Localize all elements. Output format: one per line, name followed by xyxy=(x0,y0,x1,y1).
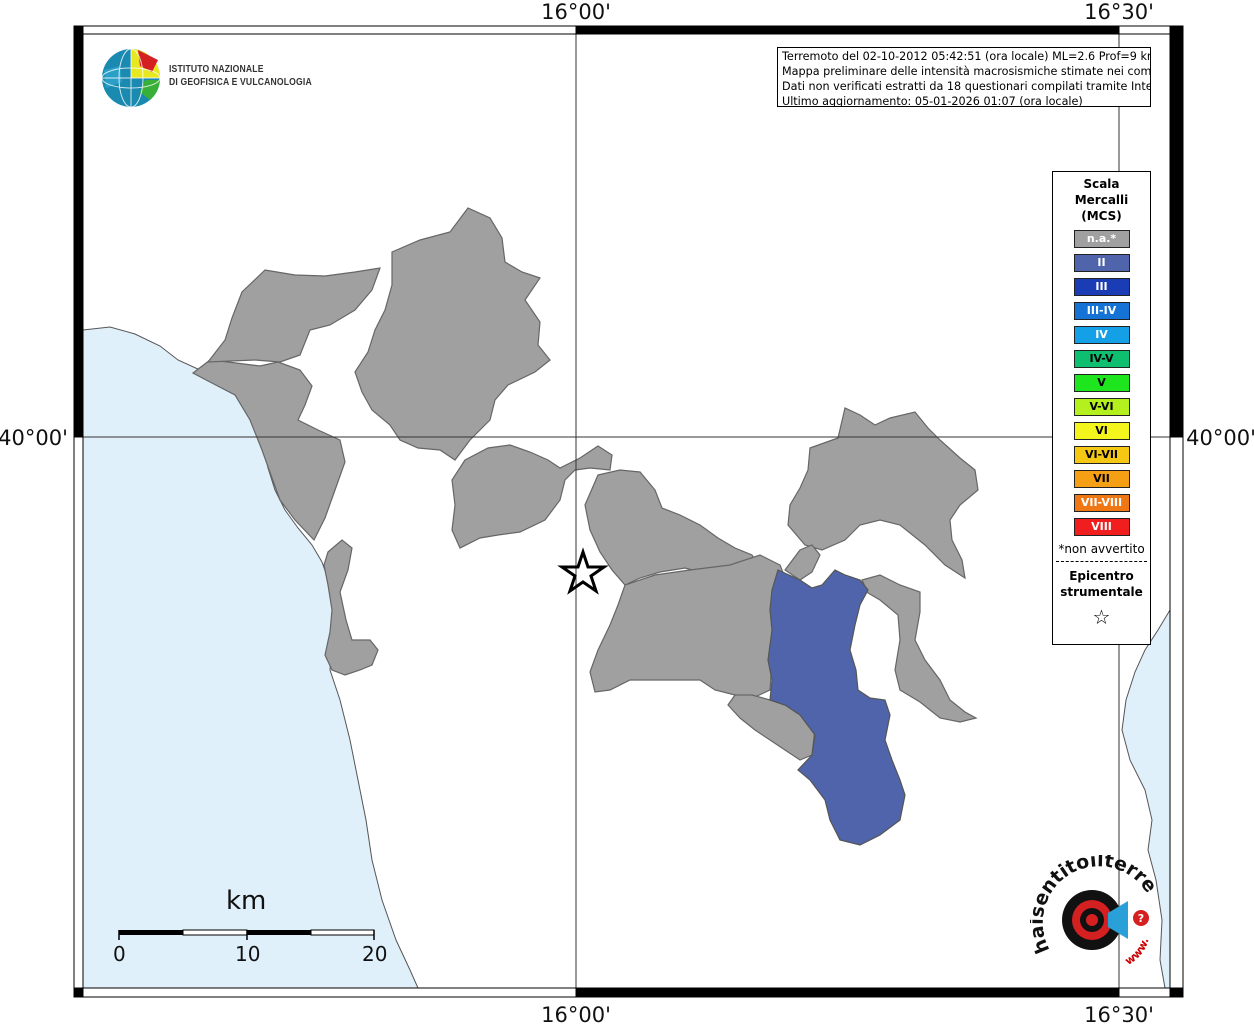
ionian-sea xyxy=(1121,608,1171,989)
legend-note: *non avvertito xyxy=(1058,542,1145,556)
legend-items: n.a.* II III III-IV IV IV-V V V-VI VI VI-VII VII VI… xyxy=(1053,230,1150,536)
legend-title-line: (MCS) xyxy=(1081,209,1122,223)
legend-divider xyxy=(1056,561,1147,562)
ingv-logo-line: ISTITUTO NAZIONALE xyxy=(169,63,264,75)
legend-epicenter-line: strumentale xyxy=(1060,585,1143,599)
haisentito-logo: haisentitoilterremoto.it www. ? xyxy=(1030,855,1161,968)
epicenter-star xyxy=(557,547,609,595)
legend-epicenter-label: Epicentro strumentale xyxy=(1053,568,1150,600)
legend-title: Scala Mercalli (MCS) xyxy=(1053,176,1150,224)
scale-bar xyxy=(118,929,375,940)
municipality-shape xyxy=(787,407,979,580)
lon-label-top-left: 16°00' xyxy=(541,0,611,24)
ingv-logo-line: DI GEOFISICA E VULCANOLOGIA xyxy=(169,76,312,88)
legend-item: V-VI xyxy=(1073,398,1130,416)
municipalities-na xyxy=(191,207,979,761)
legend-item: IV-V xyxy=(1073,350,1130,368)
legend-item: II xyxy=(1073,254,1130,272)
legend-item: IV xyxy=(1073,326,1130,344)
scale-unit: km xyxy=(226,886,267,916)
scale-tick-label: 20 xyxy=(362,942,388,966)
legend-item: V xyxy=(1073,374,1130,392)
municipality-shape xyxy=(323,539,379,676)
event-info-line: Ultimo aggiornamento: 05-01-2026 01:07 (… xyxy=(782,95,1083,107)
municipality-shape xyxy=(861,574,978,723)
scale-tick-label: 10 xyxy=(235,942,261,966)
svg-text:?: ? xyxy=(1138,912,1144,925)
event-info-line: Mappa preliminare delle intensità macros… xyxy=(782,65,1151,78)
lat-label-left: 40°00' xyxy=(0,426,68,450)
ingv-logo-text: ISTITUTO NAZIONALE DI GEOFISICA E VULCAN… xyxy=(169,63,312,89)
event-info-line: Dati non verificati estratti da 18 quest… xyxy=(782,80,1151,93)
lon-label-bottom-right: 16°30' xyxy=(1084,1003,1154,1024)
municipality-intensity-II xyxy=(767,569,906,846)
mcs-legend: Scala Mercalli (MCS) n.a.* II III III-IV IV I… xyxy=(1052,171,1151,645)
ingv-globe-icon xyxy=(101,48,161,108)
scale-tick-label: 0 xyxy=(113,942,126,966)
municipality-shape xyxy=(451,444,613,549)
legend-star-icon: ☆ xyxy=(1092,605,1111,629)
haisentito-logo-prefix: www. xyxy=(1123,936,1152,968)
event-info-line: Terremoto del 02-10-2012 05:42:51 (ora l… xyxy=(782,50,1151,63)
event-info-box: Terremoto del 02-10-2012 05:42:51 (ora l… xyxy=(777,47,1151,107)
legend-item: VI-VII xyxy=(1073,446,1130,464)
legend-item: VIII xyxy=(1073,518,1130,536)
legend-epicenter-line: Epicentro xyxy=(1069,569,1134,583)
legend-title-line: Mercalli xyxy=(1074,193,1129,207)
municipality-shape xyxy=(354,207,551,461)
legend-title-line: Scala xyxy=(1083,177,1120,191)
lat-label-right: 40°00' xyxy=(1186,426,1254,450)
municipality-shape xyxy=(206,267,381,363)
legend-item: VI xyxy=(1073,422,1130,440)
lon-label-top-right: 16°30' xyxy=(1084,0,1154,24)
municipality-shape xyxy=(191,359,346,542)
legend-item: VII-VIII xyxy=(1073,494,1130,512)
legend-item: VII xyxy=(1073,470,1130,488)
map-frame xyxy=(73,25,1184,998)
legend-item: n.a.* xyxy=(1073,230,1130,248)
lon-label-bottom-left: 16°00' xyxy=(541,1003,611,1024)
legend-item: III-IV xyxy=(1073,302,1130,320)
municipality-shape xyxy=(589,554,791,698)
legend-item: III xyxy=(1073,278,1130,296)
